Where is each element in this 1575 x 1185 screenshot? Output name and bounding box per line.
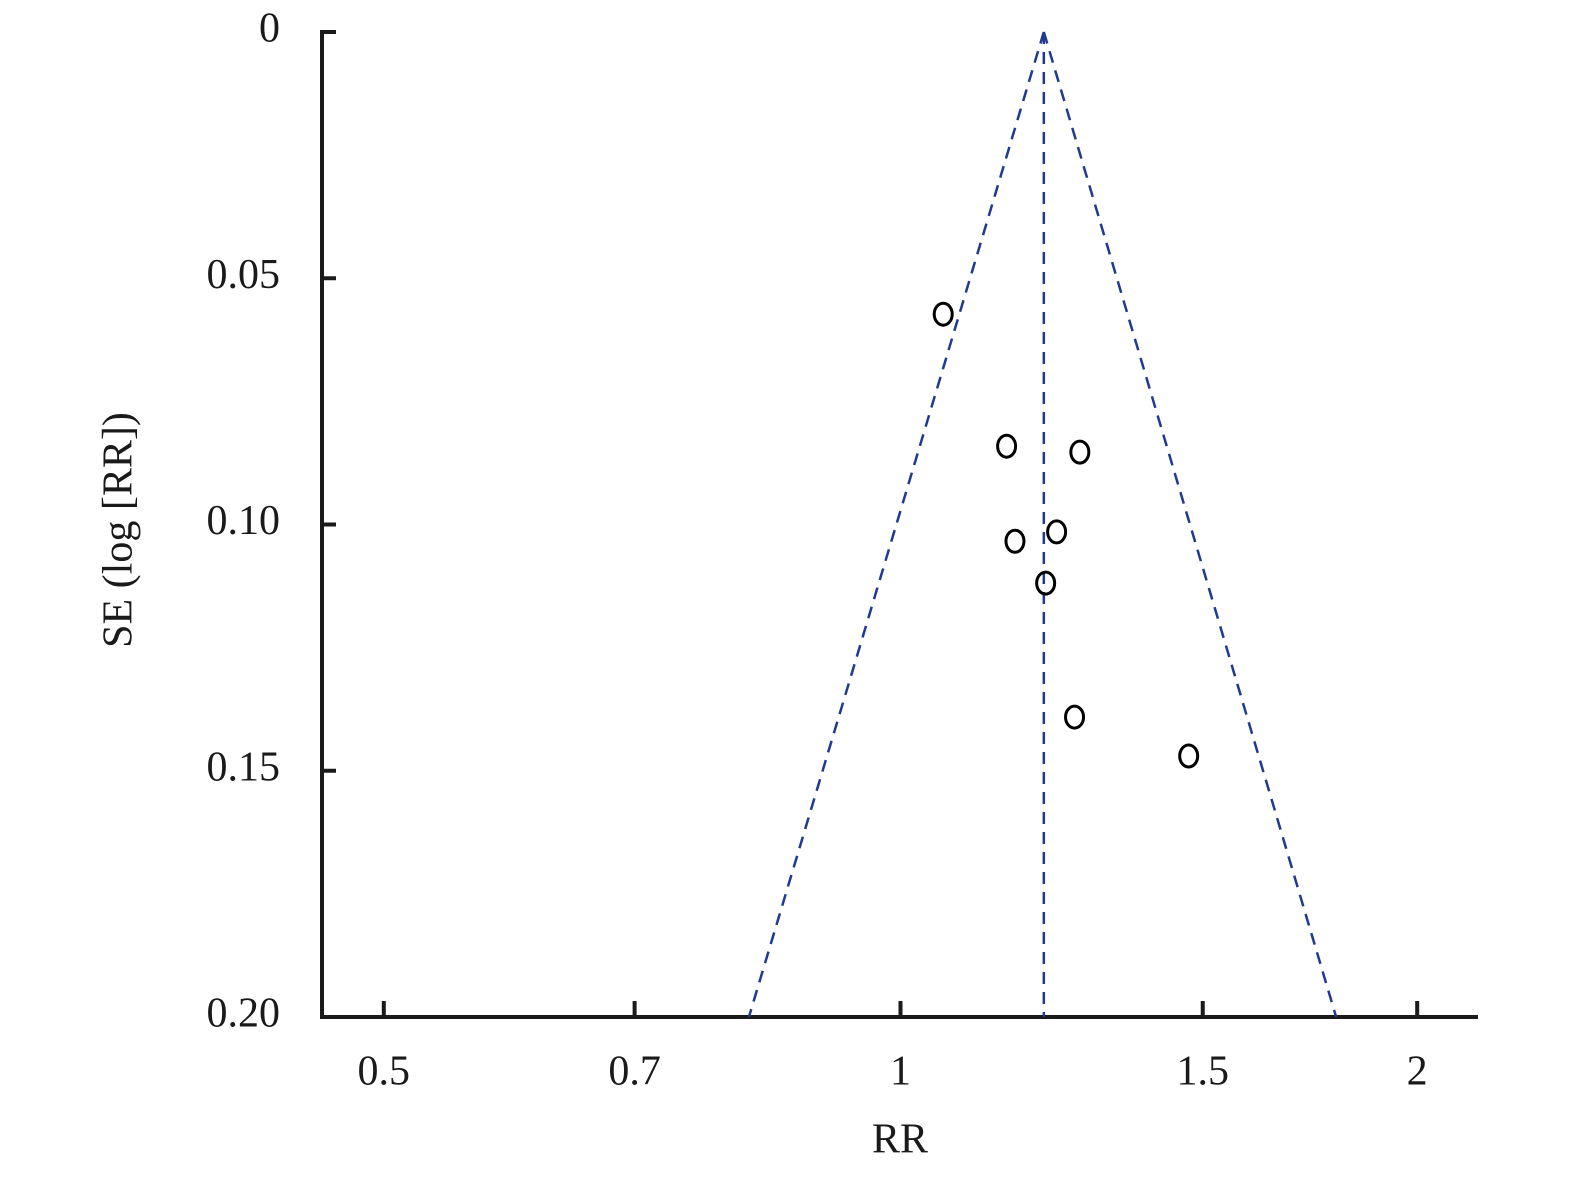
x-tick-label: 0.5 (358, 1049, 411, 1095)
x-tick-label: 2 (1407, 1049, 1428, 1095)
point (1178, 743, 1200, 769)
point (1069, 439, 1091, 465)
x-tick-label: 0.7 (608, 1049, 661, 1095)
point (1035, 570, 1057, 596)
x-axis-title: RR (872, 1117, 928, 1163)
point (932, 301, 954, 327)
point (1046, 519, 1068, 545)
x-tick-label: 1.5 (1176, 1049, 1229, 1095)
y-tick-label: 0 (259, 6, 280, 52)
x-tick-label: 1 (890, 1049, 911, 1095)
point (1064, 704, 1086, 730)
y-tick-label: 0.15 (207, 744, 281, 790)
y-axis-title: SE (log [RR]) (96, 412, 142, 648)
point (1004, 528, 1026, 554)
y-tick-label: 0.10 (207, 498, 281, 544)
y-tick-label: 0.20 (207, 991, 281, 1037)
funnel-line (747, 31, 1046, 1018)
point (996, 433, 1018, 459)
y-tick-label: 0.05 (207, 252, 281, 298)
funnel-line (1042, 31, 1338, 1018)
